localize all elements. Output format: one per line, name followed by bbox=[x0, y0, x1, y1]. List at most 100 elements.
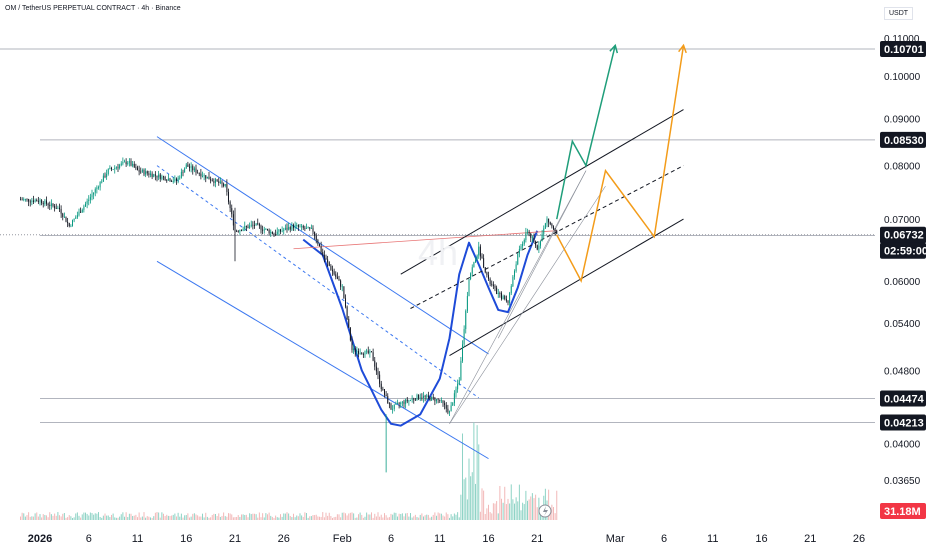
candle-body bbox=[177, 177, 179, 182]
candle-body bbox=[29, 201, 31, 203]
volume-bar bbox=[286, 512, 288, 520]
volume-bar bbox=[91, 513, 93, 520]
volume-bar bbox=[429, 517, 431, 520]
volume-bar bbox=[252, 513, 254, 520]
candle-body bbox=[23, 199, 25, 201]
candle-body bbox=[370, 351, 373, 353]
candle-body bbox=[153, 174, 155, 177]
volume-bar bbox=[512, 499, 514, 520]
candle-body bbox=[99, 181, 101, 188]
volume-bar bbox=[223, 512, 225, 520]
candle-body bbox=[158, 174, 160, 178]
volume-bar bbox=[161, 512, 163, 520]
candle-body bbox=[247, 226, 249, 229]
volume-bar bbox=[32, 516, 35, 520]
candle-body bbox=[114, 167, 116, 170]
volume-bar bbox=[465, 477, 467, 520]
volume-bar bbox=[288, 513, 290, 520]
volume-bar bbox=[494, 503, 496, 520]
volume-bar bbox=[192, 513, 194, 520]
volume-bar bbox=[476, 425, 478, 520]
alternate-projection-arrowhead bbox=[678, 43, 687, 54]
volume-bar bbox=[245, 514, 247, 520]
volume-bar bbox=[427, 514, 429, 520]
volume-bar bbox=[452, 516, 454, 520]
candle-body bbox=[291, 224, 293, 230]
candle-body bbox=[458, 380, 460, 385]
candle-body bbox=[169, 178, 171, 182]
volume-bar bbox=[460, 494, 462, 520]
volume-bar bbox=[500, 498, 503, 520]
candle-body bbox=[335, 274, 337, 277]
volume-bar bbox=[361, 514, 363, 520]
volume-bar bbox=[93, 514, 95, 520]
volume-bar bbox=[292, 513, 295, 520]
volume-bar bbox=[195, 514, 197, 520]
candle-body bbox=[510, 286, 512, 294]
candle-body bbox=[322, 252, 324, 256]
candle-body bbox=[492, 284, 494, 287]
volume-bar bbox=[190, 516, 192, 520]
candle-body bbox=[213, 181, 215, 183]
candle-body bbox=[364, 350, 366, 355]
volume-bar bbox=[507, 498, 509, 520]
candle-body bbox=[429, 397, 431, 401]
candle-body bbox=[184, 168, 186, 173]
price-level-tag-bg bbox=[880, 390, 926, 407]
candle-body bbox=[249, 225, 251, 229]
candle-body bbox=[349, 327, 351, 341]
candle-body bbox=[208, 176, 210, 180]
candle-body bbox=[414, 399, 416, 401]
candle-body bbox=[197, 172, 199, 174]
volume-bar bbox=[513, 503, 516, 520]
chart-drawings bbox=[156, 43, 687, 460]
volume-bar bbox=[175, 516, 178, 520]
volume-bar bbox=[203, 517, 205, 520]
x-tick-label: 16 bbox=[755, 533, 767, 545]
candle-body bbox=[513, 271, 516, 277]
candle-body bbox=[128, 161, 130, 163]
volume-bar bbox=[406, 513, 408, 520]
volume-bar bbox=[146, 516, 148, 520]
candle-body bbox=[143, 170, 145, 175]
candle-body bbox=[512, 276, 514, 287]
volume-bar bbox=[343, 512, 345, 520]
volume-bar bbox=[318, 516, 321, 520]
x-tick-label: 21 bbox=[531, 533, 543, 545]
volume-bar bbox=[387, 517, 389, 520]
candle-body bbox=[154, 174, 156, 176]
x-tick-label: 11 bbox=[434, 533, 445, 545]
candle-body bbox=[468, 279, 470, 297]
volume-bar bbox=[312, 515, 314, 520]
candle-body bbox=[312, 228, 314, 232]
volume-bar bbox=[432, 514, 434, 520]
fan-line bbox=[497, 170, 587, 339]
candle-body bbox=[231, 208, 233, 215]
candle-body bbox=[353, 348, 355, 351]
currency-unit[interactable]: USDT bbox=[884, 7, 914, 20]
candle-body bbox=[203, 175, 205, 177]
candle-body bbox=[294, 225, 296, 228]
candle-body bbox=[255, 223, 257, 226]
candle-body bbox=[185, 164, 187, 169]
volume-bar bbox=[499, 485, 501, 520]
replay-icon[interactable] bbox=[538, 504, 552, 518]
candle-body bbox=[32, 200, 35, 202]
volume-bar bbox=[94, 513, 96, 520]
x-tick-label: 6 bbox=[388, 533, 394, 545]
volume-bar bbox=[409, 513, 412, 520]
candle-body bbox=[273, 233, 275, 235]
candle-body bbox=[70, 225, 72, 227]
candle-body bbox=[205, 175, 207, 179]
candle-body bbox=[219, 181, 221, 183]
candle-body bbox=[450, 405, 452, 412]
candle-body bbox=[500, 293, 503, 300]
volume-bar bbox=[283, 513, 285, 520]
volume-bar bbox=[162, 513, 165, 520]
volume-bar bbox=[86, 513, 88, 520]
volume-bar bbox=[483, 490, 485, 520]
volume-bar bbox=[229, 513, 231, 520]
volume-bar bbox=[120, 514, 122, 520]
y-tick-label: 0.04000 bbox=[884, 439, 921, 450]
